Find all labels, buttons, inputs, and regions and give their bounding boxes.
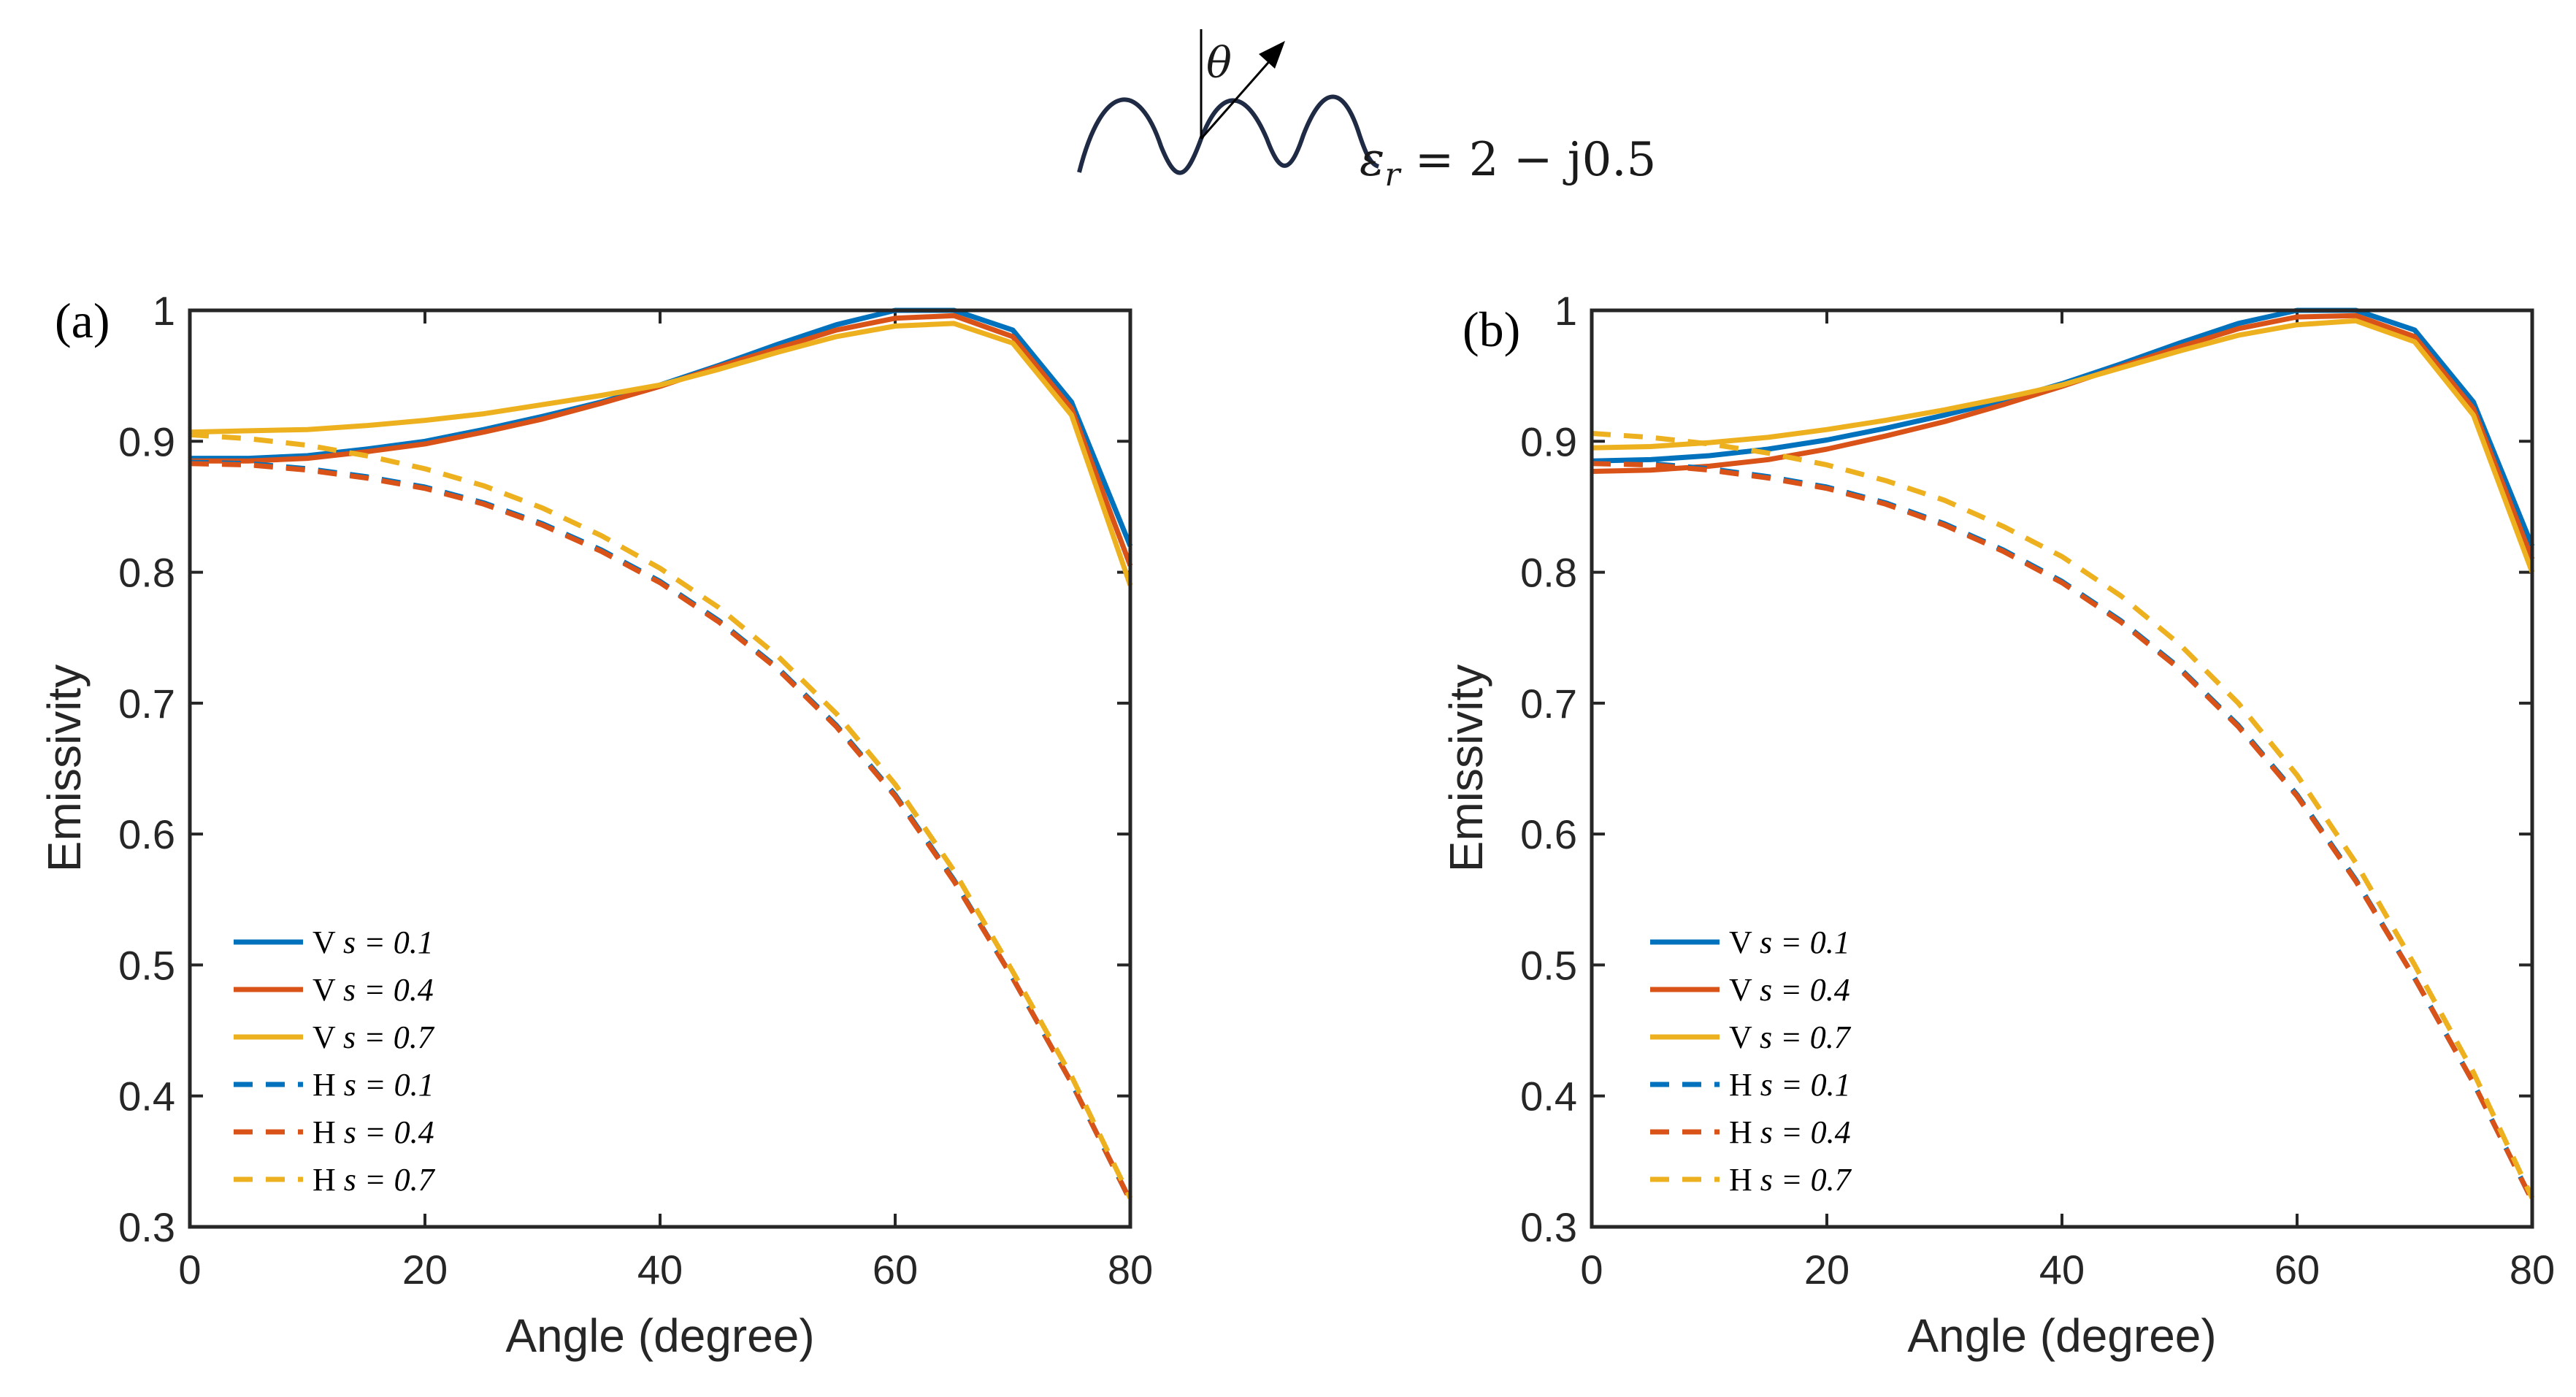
series-line-v-04: [190, 313, 1133, 567]
legend-roughness: s = 0.1: [343, 925, 434, 960]
y-tick-label: 0.4: [118, 1073, 175, 1119]
legend-pol: H: [313, 1067, 344, 1103]
series-line-v-07: [189, 321, 1133, 586]
y-axis-title: Emissivity: [38, 665, 91, 872]
y-tick-label: 0.5: [118, 942, 175, 988]
panel-label-a: (a): [55, 293, 110, 348]
y-tick-labels: 0.3 0.4 0.5 0.6 0.7 0.8 0.9 1: [1520, 288, 1577, 1250]
legend-roughness: s = 0.4: [343, 972, 434, 1008]
panel-label-b: (b): [1463, 302, 1520, 357]
y-tick-label: 0.8: [118, 550, 175, 596]
legend-pol: H: [313, 1114, 344, 1150]
legend-label: V s = 0.1: [1729, 925, 1850, 960]
x-tick-label: 80: [1108, 1247, 1153, 1293]
series-lines: [189, 307, 1133, 1202]
x-axis-title: Angle (degree): [505, 1309, 814, 1362]
y-tick-label: 0.9: [118, 418, 175, 464]
series-line-h-04: [1591, 461, 2535, 1202]
legend-label: H s = 0.7: [1729, 1162, 1852, 1198]
y-tick-label: 0.3: [118, 1204, 175, 1250]
rough-surface-curve: [1077, 94, 1380, 175]
legend-pol: V: [313, 925, 343, 960]
legend-label: H s = 0.4: [1729, 1114, 1851, 1150]
x-tick-label: 40: [637, 1247, 683, 1293]
legend-roughness: s = 0.4: [1760, 972, 1850, 1008]
x-tick-labels: 0 20 40 60 80: [1580, 1247, 2555, 1293]
legend-pol: H: [313, 1162, 344, 1198]
y-axis-title: Emissivity: [1440, 665, 1492, 872]
legend-label: V s = 0.4: [313, 972, 434, 1008]
y-tick-label: 0.6: [118, 811, 175, 857]
y-tick-label: 0.9: [1520, 418, 1577, 464]
y-tick-label: 0.7: [1520, 681, 1577, 727]
surface-schematic: θ εr = 2 − j0.5: [1077, 29, 1656, 194]
legend-roughness: s = 0.7: [344, 1162, 436, 1198]
y-tick-labels: 0.3 0.4 0.5 0.6 0.7 0.8 0.9 1: [118, 288, 175, 1250]
legend-roughness: s = 0.4: [1760, 1114, 1851, 1150]
plot-frame: [1590, 308, 2534, 1229]
legend-pol: H: [1729, 1067, 1760, 1103]
series-line-v-01: [1591, 307, 2535, 548]
legend-roughness: s = 0.1: [344, 1067, 434, 1103]
legend: V s = 0.1V s = 0.4V s = 0.7H s = 0.1H s …: [234, 925, 436, 1198]
legend-pol: H: [1729, 1114, 1760, 1150]
x-tick-label: 20: [402, 1247, 448, 1293]
legend-pol: V: [313, 1019, 343, 1055]
legend-roughness: s = 0.1: [1760, 925, 1850, 960]
y-tick-label: 0.7: [118, 681, 175, 727]
chart-panel-b: (b) 0.3 0.4 0.5 0.6 0.7 0.8 0.9 1 0 20 40 60 80 Ang…: [1440, 288, 2555, 1362]
x-tick-labels: 0 20 40 60 80: [178, 1247, 1153, 1293]
plot-frame: [188, 308, 1132, 1229]
legend-label: H s = 0.4: [313, 1114, 434, 1150]
chart-panel-a: (a) 0.3 0.4 0.5 0.6 0.7 0.8 0.9 1 0 20 40 60 80 Ang…: [38, 288, 1153, 1362]
y-tick-label: 0.8: [1520, 550, 1577, 596]
x-tick-label: 60: [873, 1247, 918, 1293]
legend-label: H s = 0.1: [313, 1067, 434, 1103]
series-line-h-07: [1591, 431, 2535, 1200]
x-tick-label: 60: [2274, 1247, 2320, 1293]
y-tick-label: 0.5: [1520, 942, 1577, 988]
legend-roughness: s = 0.1: [1760, 1067, 1851, 1103]
legend: V s = 0.1V s = 0.4V s = 0.7H s = 0.1H s …: [1650, 925, 1852, 1198]
legend-pol: V: [1729, 1019, 1760, 1055]
legend-label: H s = 0.1: [1729, 1067, 1851, 1103]
x-tick-label: 0: [1580, 1247, 1603, 1293]
x-tick-label: 80: [2510, 1247, 2555, 1293]
y-tick-label: 0.6: [1520, 811, 1577, 857]
angle-theta-label: θ: [1206, 38, 1232, 88]
legend-roughness: s = 0.7: [1760, 1162, 1852, 1198]
epsilon-subscript: r: [1384, 156, 1402, 194]
epsilon-symbol: ε: [1360, 133, 1384, 187]
equation-value: = 2 − j0.5: [1400, 133, 1656, 187]
legend-pol: V: [313, 972, 343, 1008]
series-line-v-04: [1591, 313, 2535, 560]
permittivity-equation: εr = 2 − j0.5: [1360, 133, 1656, 194]
x-axis-title: Angle (degree): [1907, 1309, 2216, 1362]
legend-roughness: s = 0.7: [343, 1019, 435, 1055]
legend-roughness: s = 0.7: [1760, 1019, 1852, 1055]
legend-pol: V: [1729, 925, 1760, 960]
legend-pol: H: [1729, 1162, 1760, 1198]
legend-pol: V: [1729, 972, 1760, 1008]
x-tick-label: 0: [178, 1247, 201, 1293]
legend-label: V s = 0.7: [1729, 1019, 1852, 1055]
y-tick-label: 0.4: [1520, 1073, 1577, 1119]
series-line-h-07: [189, 432, 1133, 1200]
arrow-head-icon: [1259, 41, 1285, 69]
emission-direction-arrow: [1200, 58, 1273, 139]
legend-label: V s = 0.4: [1729, 972, 1850, 1008]
series-line-h-04: [189, 461, 1133, 1202]
legend-roughness: s = 0.4: [344, 1114, 434, 1150]
legend-label: H s = 0.7: [313, 1162, 436, 1198]
x-tick-label: 20: [1804, 1247, 1849, 1293]
y-tick-label: 1: [1555, 288, 1577, 334]
legend-label: V s = 0.1: [313, 925, 434, 960]
series-lines: [1591, 307, 2535, 1202]
series-line-v-07: [1591, 318, 2535, 573]
y-tick-label: 0.3: [1520, 1204, 1577, 1250]
x-tick-label: 40: [2039, 1247, 2085, 1293]
legend-label: V s = 0.7: [313, 1019, 435, 1055]
y-tick-label: 1: [153, 288, 175, 334]
